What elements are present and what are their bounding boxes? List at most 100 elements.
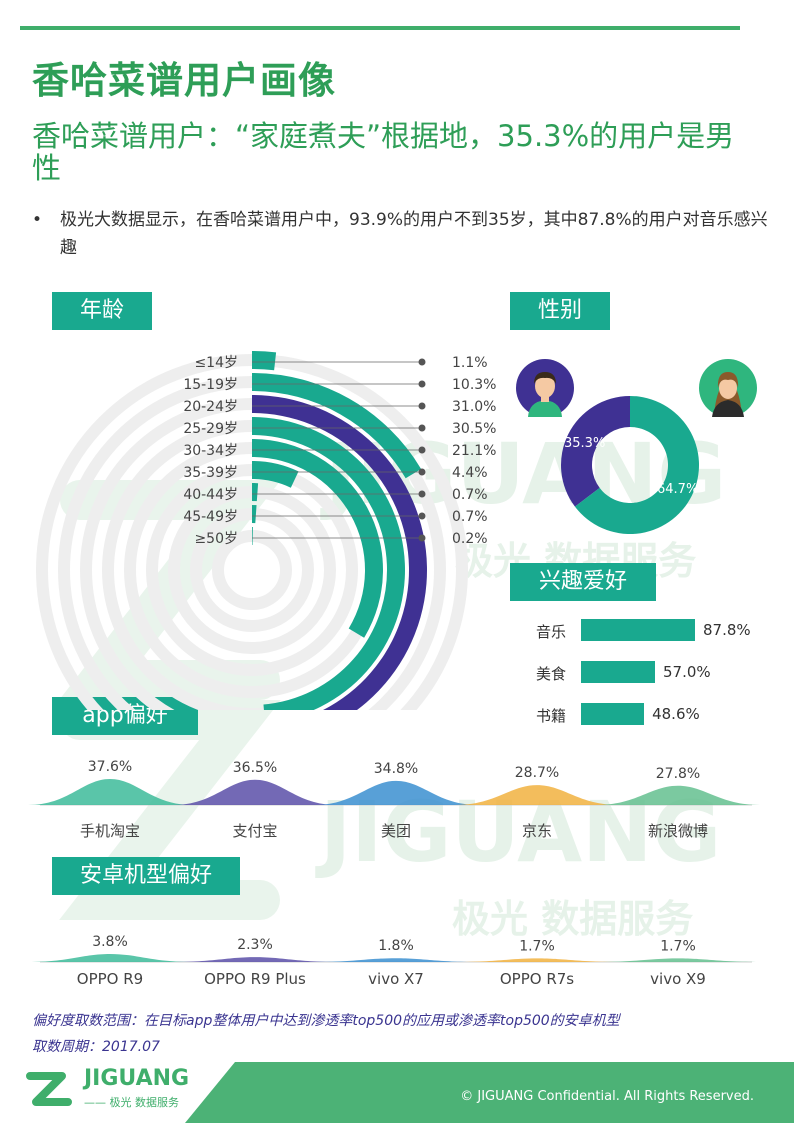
age-category-label: 35-39岁 [183, 465, 238, 481]
phone-value-label: 2.3% [237, 937, 273, 953]
footnote-range: 偏好度取数范围：在目标app整体用户中达到渗透率top500的应用或渗透率top… [32, 1013, 620, 1029]
age-value-label: 1.1% [452, 355, 488, 371]
app-hump [455, 785, 619, 805]
age-category-label: 40-44岁 [183, 487, 238, 503]
age-leader-dot [418, 490, 426, 498]
phone-category-label: OPPO R9 Plus [204, 970, 306, 988]
age-leader-dot [418, 424, 426, 432]
app-category-label: 京东 [522, 822, 552, 840]
age-leader-dot [418, 512, 426, 520]
gender-label-male: 35.3% [564, 436, 605, 451]
age-bar [252, 461, 299, 488]
app-value-label: 28.7% [515, 765, 559, 781]
age-leader-dot [418, 446, 426, 454]
jiguang-logo-icon [26, 1072, 72, 1106]
app-hump [596, 785, 760, 805]
app-preference-chart: 37.6% 手机淘宝 36.5% 支付宝 34.8% 美团 28.7% 京东 27.8% 新浪微博 [28, 759, 760, 840]
phone-hump [173, 957, 337, 962]
app-value-label: 34.8% [374, 761, 418, 777]
gender-donut-chart: 35.3% 64.7% [561, 396, 699, 534]
age-leader-dot [418, 468, 426, 476]
app-category-label: 手机淘宝 [80, 822, 140, 840]
age-leader-dot [418, 402, 426, 410]
age-category-label: ≥50岁 [194, 531, 238, 547]
male-avatar-icon [516, 359, 574, 417]
app-category-label: 支付宝 [232, 822, 277, 840]
age-leader-dot [418, 534, 426, 542]
age-bar [252, 417, 405, 710]
phone-category-label: vivo X7 [368, 970, 424, 988]
app-value-label: 36.5% [233, 760, 277, 776]
gender-label-female: 64.7% [657, 482, 698, 497]
app-hump [314, 780, 478, 805]
phone-category-label: OPPO R7s [500, 970, 574, 988]
age-value-label: 21.1% [452, 443, 496, 459]
bullet-body: 极光大数据显示，在香哈菜谱用户中，93.9%的用户不到35岁，其中87.8%的用… [60, 210, 768, 258]
bullet-dot: • [32, 210, 43, 230]
age-category-label: 30-34岁 [183, 443, 238, 459]
section-interest: 兴趣爱好 [510, 563, 656, 601]
age-value-label: 4.4% [452, 465, 488, 481]
phone-category-label: vivo X9 [650, 970, 706, 988]
page-subtitle: 香哈菜谱用户：“家庭煮夫”根据地，35.3%的用户是男性 [32, 119, 735, 185]
section-age: 年龄 [52, 292, 152, 330]
interest-value: 48.6% [652, 705, 700, 723]
age-bar [252, 351, 277, 371]
age-category-label: ≤14岁 [194, 355, 238, 371]
app-category-label: 美团 [381, 822, 411, 840]
age-leader-dot [418, 380, 426, 388]
phone-category-label: OPPO R9 [77, 970, 143, 988]
gender-slice-female [574, 396, 699, 534]
phone-value-label: 1.7% [660, 938, 696, 954]
age-radial-chart: ≤14岁 1.1% 15-19岁 10.3% 20-24岁 31.0% 25-29岁 30.5… [36, 351, 496, 710]
footer-band [185, 1062, 794, 1123]
gender-slice-male [561, 396, 630, 507]
phone-preference-chart: 3.8% OPPO R9 2.3% OPPO R9 Plus 1.8% vivo X7 1.… [28, 934, 760, 988]
age-value-label: 0.7% [452, 487, 488, 503]
interest-bar [581, 661, 655, 683]
age-leader-dot [418, 358, 426, 366]
interest-bar [581, 619, 695, 641]
phone-hump [314, 958, 478, 962]
top-rule [20, 26, 740, 30]
age-bar [252, 505, 257, 524]
age-value-label: 31.0% [452, 399, 496, 415]
phone-value-label: 3.8% [92, 934, 128, 950]
app-hump [28, 779, 192, 805]
section-phone: 安卓机型偏好 [52, 857, 240, 895]
app-hump [173, 779, 337, 805]
age-category-label: 20-24岁 [183, 399, 238, 415]
footnote-period: 取数周期：2017.07 [32, 1039, 160, 1055]
section-gender: 性别 [510, 292, 610, 330]
page-title: 香哈菜谱用户画像 [32, 59, 336, 102]
copyright: © JIGUANG Confidential. All Rights Reser… [460, 1089, 754, 1104]
footer-brand-sub: —— 极光 数据服务 [84, 1096, 179, 1109]
age-bar [252, 439, 383, 638]
age-value-label: 0.7% [452, 509, 488, 525]
age-bar [252, 483, 259, 502]
phone-hump [596, 958, 760, 962]
phone-value-label: 1.7% [519, 938, 555, 954]
age-category-label: 45-49岁 [183, 509, 238, 525]
interest-label: 书籍 [536, 707, 567, 725]
age-value-label: 0.2% [452, 531, 488, 547]
age-bar [252, 395, 427, 710]
app-category-label: 新浪微博 [648, 822, 708, 840]
phone-value-label: 1.8% [378, 938, 414, 954]
interest-bar [581, 703, 645, 725]
age-value-label: 10.3% [452, 377, 496, 393]
age-bar [252, 373, 422, 479]
age-category-label: 15-19岁 [183, 377, 238, 393]
app-value-label: 37.6% [88, 759, 132, 775]
interest-value: 87.8% [703, 621, 751, 639]
age-bar [252, 527, 253, 546]
watermark-sub-2: 极光 数据服务 [452, 897, 694, 941]
interest-value: 57.0% [663, 663, 711, 681]
female-avatar-icon [699, 359, 757, 417]
interest-label: 美食 [536, 665, 567, 683]
footer-brand: JIGUANG [84, 1066, 190, 1091]
phone-hump [28, 954, 192, 962]
app-value-label: 27.8% [656, 766, 700, 782]
phone-hump [455, 958, 619, 962]
age-category-label: 25-29岁 [183, 421, 238, 437]
